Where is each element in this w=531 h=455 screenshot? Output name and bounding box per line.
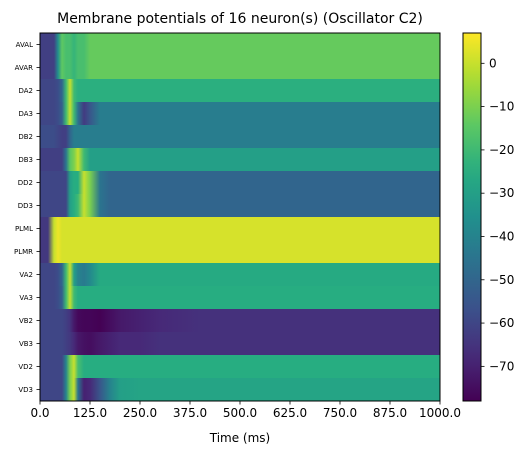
y-tick-label: DD2	[18, 179, 33, 187]
y-axis: AVAL AVAR DA2 DA3 DB2 DB3 DD2 DD3 PLML PLMR VA2 VA3…	[14, 41, 40, 394]
y-tick-label: VA2	[19, 271, 33, 279]
x-tick-label: 0.0	[30, 406, 49, 420]
heatmap-row-plml	[40, 217, 440, 240]
heatmap-row-vb3	[40, 332, 440, 355]
y-tick-label: VD3	[18, 386, 33, 394]
y-tick-label: DB2	[18, 133, 33, 141]
colorbar	[463, 33, 481, 401]
x-tick-label: 500.0	[223, 406, 257, 420]
colorbar-tick-label: −40	[489, 229, 514, 243]
chart-title: Membrane potentials of 16 neuron(s) (Osc…	[57, 11, 423, 27]
colorbar-axis: 0 −10 −20 −30 −40 −50 −60 −70	[481, 56, 514, 373]
heatmap-row-vb2	[40, 309, 440, 332]
heatmap-row-dd3	[40, 194, 440, 217]
heatmap-row-da2	[40, 79, 440, 102]
x-axis-label: Time (ms)	[209, 431, 271, 445]
colorbar-tick-label: −20	[489, 143, 514, 157]
x-tick-label: 250.0	[123, 406, 157, 420]
heatmap-row-aval	[40, 33, 440, 56]
y-tick-label: DD3	[18, 202, 33, 210]
heatmap-row-avar	[40, 56, 440, 79]
y-tick-label: DB3	[18, 156, 33, 164]
heatmap-row-vd3	[40, 378, 440, 401]
y-tick-label: AVAR	[15, 64, 33, 72]
colorbar-tick-label: −30	[489, 186, 514, 200]
y-tick-label: PLMR	[14, 248, 33, 256]
colorbar-tick-label: −70	[489, 359, 514, 373]
y-tick-label: VB3	[19, 340, 33, 348]
y-tick-label: PLML	[15, 225, 33, 233]
x-tick-label: 1000.0	[419, 406, 461, 420]
heatmap-row-va3	[40, 286, 440, 309]
x-tick-label: 125.0	[73, 406, 107, 420]
heatmap-row-vd2	[40, 355, 440, 378]
x-tick-label: 875.0	[373, 406, 407, 420]
x-tick-label: 625.0	[273, 406, 307, 420]
y-tick-label: VB2	[19, 317, 33, 325]
y-tick-label: VD2	[18, 363, 33, 371]
x-tick-label: 375.0	[173, 406, 207, 420]
heatmap-row-dd2	[40, 171, 440, 194]
colorbar-tick-label: −60	[489, 316, 514, 330]
y-tick-label: DA2	[18, 87, 33, 95]
y-tick-label: VA3	[19, 294, 33, 302]
colorbar-tick-label: 0	[489, 56, 497, 70]
heatmap-row-da3	[40, 102, 440, 125]
x-axis: 0.0 125.0 250.0 375.0 500.0 625.0 750.0 875.0 10…	[30, 401, 461, 420]
x-tick-label: 750.0	[323, 406, 357, 420]
heatmap-row-va2	[40, 263, 440, 286]
heatmap-rows	[40, 33, 440, 401]
colorbar-tick-label: −50	[489, 273, 514, 287]
colorbar-tick-label: −10	[489, 100, 514, 114]
heatmap-row-plmr	[40, 240, 440, 263]
y-tick-label: AVAL	[16, 41, 33, 49]
heatmap-row-db3	[40, 148, 440, 171]
y-tick-label: DA3	[18, 110, 33, 118]
heatmap-row-db2	[40, 125, 440, 148]
